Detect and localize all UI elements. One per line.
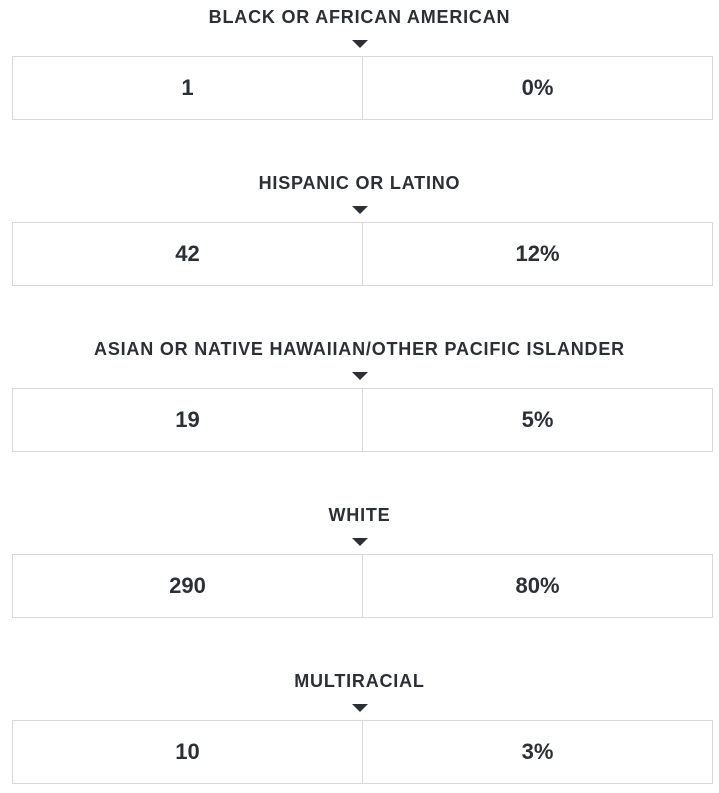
group-count: 290 [13,555,363,617]
group-count: 42 [13,223,363,285]
group-heading: HISPANIC OR LATINO [258,173,461,193]
group-data-row: 10 3% [12,720,713,784]
group-percent: 12% [515,241,560,266]
group-count: 19 [13,389,363,451]
caret-down-icon [352,40,368,48]
caret-down-icon [352,206,368,214]
group-count: 10 [13,721,363,783]
group-percent: 80% [515,573,560,598]
caret-down-icon [352,372,368,380]
group-percent: 5% [521,407,554,432]
group-percent: 3% [521,739,554,764]
group-heading: ASIAN OR NATIVE HAWAIIAN/OTHER PACIFIC I… [94,339,625,359]
group-heading: MULTIRACIAL [294,671,425,691]
group-heading: BLACK OR AFRICAN AMERICAN [208,7,511,27]
group-heading: WHITE [328,505,391,525]
group-percent: 0% [521,75,554,100]
group-data-row: 19 5% [12,388,713,452]
group-count: 1 [13,57,363,119]
group-data-row: 290 80% [12,554,713,618]
caret-down-icon [352,704,368,712]
caret-down-icon [352,538,368,546]
group-data-row: 42 12% [12,222,713,286]
group-data-row: 1 0% [12,56,713,120]
